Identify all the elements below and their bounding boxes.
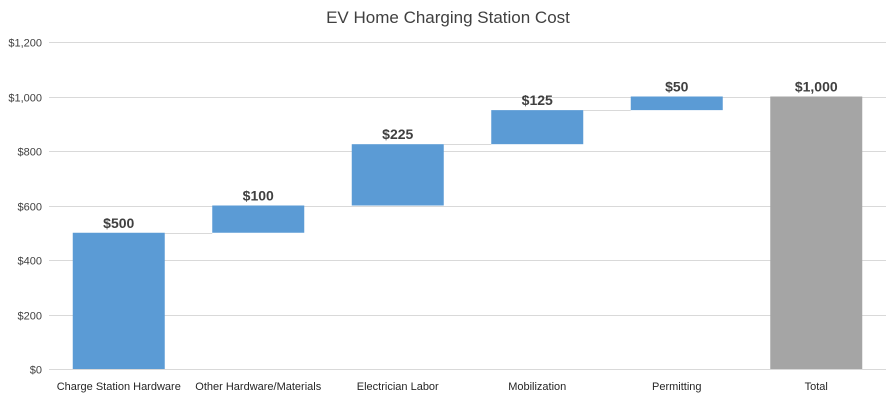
category-label: Other Hardware/Materials (195, 381, 321, 393)
y-tick-label: $400 (18, 256, 42, 268)
increase-bar (212, 205, 305, 233)
y-tick-label: $800 (18, 147, 42, 159)
y-tick-label: $1,200 (8, 38, 42, 50)
bars (72, 96, 863, 369)
data-label: $50 (665, 79, 689, 95)
increase-bar (491, 110, 584, 145)
category-label: Charge Station Hardware (57, 381, 181, 393)
total-bar (770, 96, 863, 369)
connector-lines (164, 97, 771, 234)
data-label: $500 (103, 215, 134, 231)
x-axis-category-labels: Charge Station Hardware Other Hardware/Ma… (57, 381, 828, 393)
category-label: Electrician Labor (357, 381, 439, 393)
data-label: $225 (382, 126, 413, 142)
category-label: Total (805, 381, 828, 393)
data-label: $100 (243, 188, 274, 204)
y-tick-label: $1,000 (8, 93, 42, 105)
data-labels: $500 $100 $225 $125 $50 $1,000 (103, 79, 838, 231)
gridlines (49, 42, 886, 370)
category-label: Mobilization (508, 381, 566, 393)
chart-title: EV Home Charging Station Cost (326, 8, 570, 27)
category-label: Permitting (652, 381, 702, 393)
increase-bar (351, 144, 444, 206)
y-tick-label: $0 (30, 365, 42, 377)
data-label: $1,000 (795, 79, 838, 95)
y-tick-label: $600 (18, 202, 42, 214)
data-label: $125 (522, 92, 553, 108)
y-tick-label: $200 (18, 311, 42, 323)
increase-bar (630, 96, 723, 111)
y-axis-tick-labels: $0 $200 $400 $600 $800 $1,000 $1,200 (8, 38, 42, 377)
increase-bar (72, 232, 165, 369)
